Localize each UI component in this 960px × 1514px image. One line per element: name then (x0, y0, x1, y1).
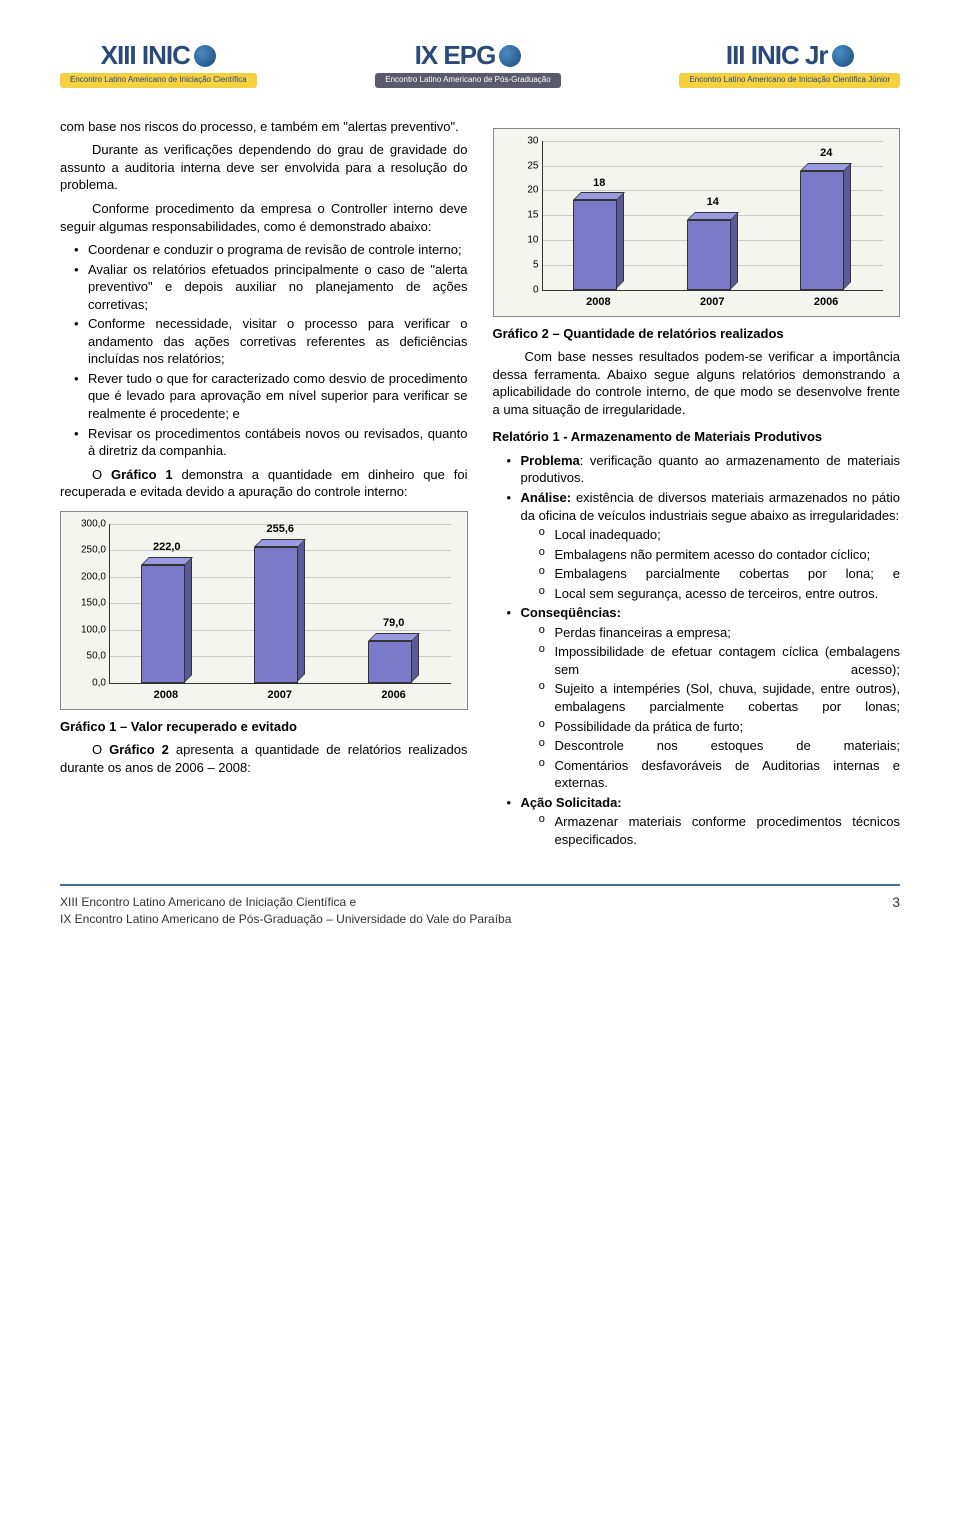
chart-1-area: 0,050,0100,0150,0200,0250,0300,0222,0255… (109, 524, 451, 684)
chart-2-xlabels: 200820072006 (542, 295, 884, 310)
sub-item: Descontrole nos estoques de materiais; (539, 737, 901, 755)
bullet-item: Avaliar os relatórios efetuados principa… (74, 261, 468, 314)
text: O (92, 742, 109, 757)
chart-1-xlabels: 200820072006 (109, 688, 451, 703)
bullet-item: Rever tudo o que for caracterizado como … (74, 370, 468, 423)
report-heading: Relatório 1 - Armazenamento de Materiais… (493, 428, 901, 446)
para: com base nos riscos do processo, e també… (60, 118, 468, 136)
x-tick: 2007 (655, 295, 769, 310)
keyword: Ação Solicitada: (521, 795, 622, 810)
bullet-list: Problema: verificação quanto ao armazena… (493, 452, 901, 848)
x-tick: 2006 (769, 295, 883, 310)
y-tick: 0,0 (66, 676, 106, 690)
y-tick: 250,0 (66, 543, 106, 557)
para: O Gráfico 1 demonstra a quantidade em di… (60, 466, 468, 501)
sub-item: Impossibilidade de efetuar contagem cícl… (539, 643, 901, 678)
y-tick: 25 (499, 159, 539, 173)
y-tick: 100,0 (66, 623, 106, 637)
logo-band-2: Encontro Latino Americano de Pós-Graduaç… (375, 73, 560, 88)
chart-1: 0,0 50,0 100,0 150,0 200,0 250,0 300,0 222,0 255… (60, 511, 468, 710)
y-tick: 10 (499, 233, 539, 247)
bold-ref: Gráfico 1 (111, 467, 173, 482)
page-footer: XIII Encontro Latino Americano de Inicia… (60, 884, 900, 928)
text: O (92, 467, 111, 482)
body-columns: com base nos riscos do processo, e també… (60, 118, 900, 855)
sub-item: Local inadequado; (539, 526, 901, 544)
y-tick: 5 (499, 258, 539, 272)
keyword: Análise: (521, 490, 572, 505)
sub-list: Armazenar materiais conforme procediment… (521, 813, 901, 848)
logo-epg: IX EPG Encontro Latino Americano de Pós-… (375, 40, 560, 88)
globe-icon (832, 45, 854, 67)
logo-title-3: III INIC Jr (726, 40, 828, 71)
bullet-item: Conseqüências: Perdas financeiras a empr… (507, 604, 901, 791)
sub-list: Perdas financeiras a empresa; Impossibil… (521, 624, 901, 792)
logo-title-2: IX EPG (415, 40, 496, 71)
y-tick: 15 (499, 209, 539, 223)
footer-line-1: XIII Encontro Latino Americano de Inicia… (60, 895, 356, 909)
bullet-item: Conforme necessidade, visitar o processo… (74, 315, 468, 368)
bold-ref: Gráfico 2 (109, 742, 169, 757)
y-tick: 200,0 (66, 570, 106, 584)
logo-band-1: Encontro Latino Americano de Iniciação C… (60, 73, 257, 88)
chart-2: 0 5 10 15 20 25 30 18 14 24 200820072006 (493, 128, 901, 317)
logo-inicjr: III INIC Jr Encontro Latino Americano de… (679, 40, 900, 88)
sub-item: Local sem segurança, acesso de terceiros… (539, 585, 901, 603)
sub-item: Embalagens parcialmente cobertas por lon… (539, 565, 901, 583)
logo-band-3: Encontro Latino Americano de Iniciação C… (679, 73, 900, 88)
header-logos: XIII INIC Encontro Latino Americano de I… (60, 40, 900, 88)
y-tick: 0 (499, 283, 539, 297)
sub-item: Armazenar materiais conforme procediment… (539, 813, 901, 848)
globe-icon (499, 45, 521, 67)
bar-value-label: 14 (679, 195, 747, 210)
text: existência de diversos materiais armazen… (521, 490, 901, 523)
y-tick: 300,0 (66, 517, 106, 531)
sub-list: Local inadequado; Embalagens não permite… (521, 526, 901, 602)
bullet-list: Coordenar e conduzir o programa de revis… (60, 241, 468, 460)
keyword: Conseqüências: (521, 605, 621, 620)
para: Conforme procedimento da empresa o Contr… (60, 200, 468, 235)
bar-value-label: 79,0 (360, 616, 428, 631)
x-tick: 2008 (542, 295, 656, 310)
keyword: Problema (521, 453, 580, 468)
para: O Gráfico 2 apresenta a quantidade de re… (60, 741, 468, 776)
para: Durante as verificações dependendo do gr… (60, 141, 468, 194)
bullet-item: Problema: verificação quanto ao armazena… (507, 452, 901, 487)
sub-item: Possibilidade da prática de furto; (539, 718, 901, 736)
sub-item: Perdas financeiras a empresa; (539, 624, 901, 642)
right-column: 0 5 10 15 20 25 30 18 14 24 200820072006 Gráfico … (493, 118, 901, 855)
x-tick: 2006 (337, 688, 451, 703)
y-tick: 150,0 (66, 596, 106, 610)
page-number: 3 (892, 894, 900, 910)
y-tick: 30 (499, 134, 539, 148)
chart-1-title: Gráfico 1 – Valor recuperado e evitado (60, 718, 468, 736)
y-tick: 50,0 (66, 649, 106, 663)
bullet-item: Coordenar e conduzir o programa de revis… (74, 241, 468, 259)
globe-icon (194, 45, 216, 67)
x-tick: 2008 (109, 688, 223, 703)
sub-item: Comentários desfavoráveis de Auditorias … (539, 757, 901, 792)
bullet-item: Ação Solicitada: Armazenar materiais con… (507, 794, 901, 849)
chart-2-area: 051015202530181424 (542, 141, 884, 291)
logo-inic: XIII INIC Encontro Latino Americano de I… (60, 40, 257, 88)
bar-value-label: 255,6 (246, 522, 314, 537)
bar-value-label: 18 (565, 176, 633, 191)
logo-title-1: XIII INIC (101, 40, 190, 71)
bar-value-label: 24 (792, 146, 860, 161)
footer-line-2: IX Encontro Latino Americano de Pós-Grad… (60, 912, 511, 926)
page: XIII INIC Encontro Latino Americano de I… (0, 0, 960, 958)
para: Com base nesses resultados podem-se veri… (493, 348, 901, 418)
bullet-item: Análise: existência de diversos materiai… (507, 489, 901, 602)
chart-2-title: Gráfico 2 – Quantidade de relatórios rea… (493, 325, 901, 343)
bullet-item: Revisar os procedimentos contábeis novos… (74, 425, 468, 460)
sub-item: Sujeito a intempéries (Sol, chuva, sujid… (539, 680, 901, 715)
footer-text: XIII Encontro Latino Americano de Inicia… (60, 894, 511, 928)
bar-value-label: 222,0 (133, 540, 201, 555)
sub-item: Embalagens não permitem acesso do contad… (539, 546, 901, 564)
left-column: com base nos riscos do processo, e també… (60, 118, 468, 855)
x-tick: 2007 (223, 688, 337, 703)
y-tick: 20 (499, 184, 539, 198)
